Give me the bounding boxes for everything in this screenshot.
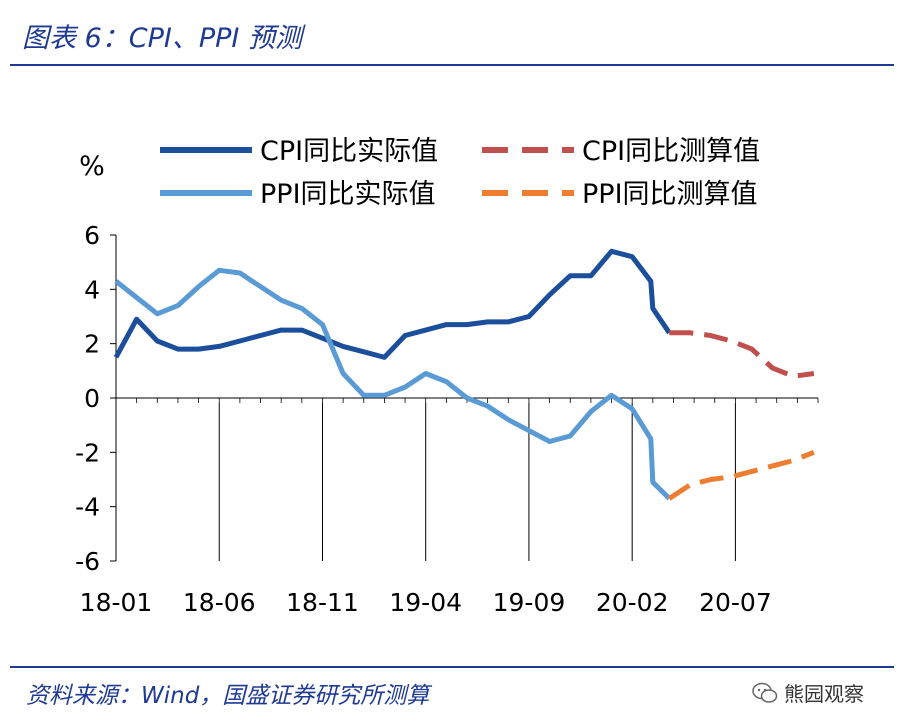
wechat-icon: [752, 682, 778, 703]
y-unit-label: %: [79, 151, 105, 182]
y-tick-label: 0: [84, 384, 100, 413]
x-tick-label: 18-11: [286, 588, 359, 617]
series-line-1: [114, 267, 672, 501]
x-tick-label: 18-01: [80, 588, 153, 617]
x-tick-label: 18-06: [183, 588, 256, 617]
y-tick-label: -6: [75, 547, 100, 576]
footer-rule: [10, 666, 894, 668]
legend-label-0: CPI同比实际值: [260, 136, 438, 167]
legend-label-3: PPI同比测算值: [582, 179, 758, 210]
plot-area: [113, 248, 815, 501]
x-tick-label: 20-02: [596, 588, 669, 617]
source-note: 资料来源：Wind，国盛证券研究所测算: [26, 683, 430, 709]
x-tick-label: 20-07: [699, 588, 772, 617]
series-line-2: [669, 330, 815, 379]
y-tick-label: 2: [84, 330, 100, 359]
header-rule: [10, 64, 894, 66]
x-tick-label: 19-04: [389, 588, 462, 617]
y-tick-label: 4: [84, 275, 100, 304]
series-line-3: [667, 449, 815, 501]
y-tick-label: -2: [75, 438, 100, 467]
legend-label-2: CPI同比测算值: [582, 136, 760, 167]
y-tick-label: 6: [84, 221, 100, 250]
chart-legend: CPI同比实际值 PPI同比实际值 CPI同比测算值 PPI同比测算值: [160, 136, 760, 210]
chart-title: 图表 6：CPI、PPI 预测: [22, 23, 302, 54]
brand-watermark: 熊园观察: [752, 678, 864, 707]
legend-label-1: PPI同比实际值: [260, 179, 436, 210]
x-tick-label: 19-09: [493, 588, 566, 617]
chart-axes: 6 4 2 0 -2 -4 -6 18-01 18-06 18-11 19-04 19-09 20-02…: [75, 221, 819, 617]
series-line-0: [113, 248, 672, 360]
y-tick-label: -4: [75, 493, 100, 522]
brand-name: 熊园观察: [784, 682, 864, 706]
